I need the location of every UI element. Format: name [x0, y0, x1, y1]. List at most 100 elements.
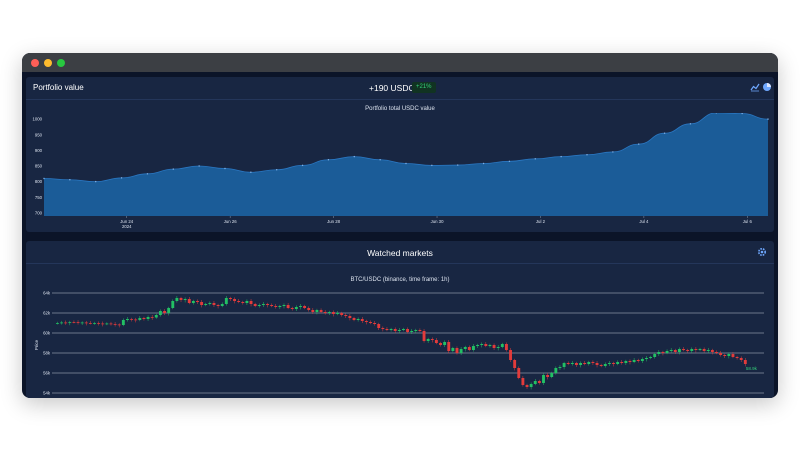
candle: [570, 363, 574, 364]
candle: [690, 349, 694, 351]
pie-chart-icon[interactable]: [762, 82, 772, 92]
candle: [179, 298, 183, 300]
candle: [698, 349, 702, 350]
candle: [93, 323, 96, 324]
candle: [434, 340, 438, 343]
candle: [645, 358, 648, 359]
candle: [620, 362, 624, 363]
candle: [414, 330, 418, 331]
candle: [163, 311, 166, 313]
portfolio-area-chart[interactable]: 1000 950 900 850 800 750 700 Jun 24 2024 Jun 26 J…: [26, 113, 774, 232]
btc-candlestick-chart[interactable]: 64k 62k 60k 58k 56k 54k Price 58.9k: [26, 285, 774, 398]
x-tick-label: Jun 24 2024: [120, 219, 134, 229]
candle: [134, 319, 138, 321]
candle: [677, 349, 681, 352]
y-tick-label: 64k: [43, 291, 51, 296]
y-tick-label: 62k: [43, 311, 51, 316]
area-point: [560, 155, 562, 158]
candle: [702, 349, 706, 351]
candle: [319, 310, 323, 312]
candle: [463, 347, 467, 349]
candle: [150, 317, 154, 318]
area-point: [353, 155, 355, 158]
candle: [640, 359, 644, 361]
area-point: [69, 179, 71, 181]
x-tick-label: Jul 6: [743, 219, 753, 224]
candle: [64, 322, 68, 324]
candle: [422, 331, 426, 341]
maximize-window-button[interactable]: [57, 59, 65, 67]
candle: [735, 357, 739, 358]
candle: [282, 305, 286, 306]
candle: [455, 348, 459, 353]
area-point: [612, 151, 614, 153]
candle: [224, 298, 228, 304]
area-point: [638, 143, 640, 145]
candle: [607, 363, 611, 364]
candle: [377, 324, 381, 328]
candle: [311, 310, 315, 312]
area-point: [715, 113, 717, 114]
candle: [599, 365, 603, 366]
candle: [743, 360, 747, 364]
candle: [249, 301, 253, 304]
candle: [294, 307, 298, 309]
line-chart-icon[interactable]: [750, 82, 760, 92]
candle: [126, 319, 129, 320]
close-window-button[interactable]: [31, 59, 39, 67]
area-point: [172, 168, 174, 170]
candle: [327, 312, 331, 313]
y-tick-label: 900: [35, 148, 43, 153]
candle: [612, 363, 615, 364]
candle: [167, 308, 171, 313]
candle: [467, 347, 471, 350]
candle: [381, 328, 385, 329]
candle: [669, 350, 673, 351]
candle: [278, 306, 282, 307]
y-axis-label: Price: [34, 339, 39, 350]
candle: [504, 344, 508, 350]
candle: [624, 361, 628, 363]
candle: [101, 323, 105, 325]
candle: [142, 318, 146, 319]
candle: [270, 305, 274, 306]
candle: [212, 303, 216, 305]
candle: [158, 311, 162, 315]
minimize-window-button[interactable]: [44, 59, 52, 67]
candle: [331, 312, 335, 314]
candle: [344, 315, 348, 316]
candle: [307, 308, 311, 310]
candle: [554, 368, 558, 373]
candle: [715, 352, 718, 353]
candle: [525, 385, 529, 387]
panel-header-divider: [26, 99, 774, 100]
candle: [241, 302, 245, 303]
candle: [550, 373, 554, 377]
candle: [529, 384, 533, 387]
candle: [369, 322, 372, 323]
candle: [68, 322, 72, 323]
y-tick-label: 950: [35, 132, 43, 137]
gear-icon[interactable]: [757, 247, 767, 257]
area-point: [120, 177, 123, 179]
candle: [488, 345, 492, 346]
candle: [451, 348, 455, 351]
candle: [105, 323, 109, 325]
candle: [315, 310, 319, 312]
candle: [352, 318, 356, 320]
candle: [686, 350, 690, 351]
y-tick-label: 750: [35, 195, 43, 200]
area-point: [482, 162, 485, 165]
candle: [628, 361, 632, 362]
x-tick-label: Jul 4: [639, 219, 649, 224]
candle: [517, 368, 521, 378]
candle: [80, 322, 84, 324]
candle: [348, 316, 352, 318]
area-point: [534, 158, 536, 160]
candle: [356, 319, 360, 320]
candle: [397, 330, 401, 331]
portfolio-title: Portfolio value: [33, 83, 84, 92]
candle: [546, 375, 550, 377]
candle: [500, 344, 504, 347]
candle: [430, 339, 434, 340]
